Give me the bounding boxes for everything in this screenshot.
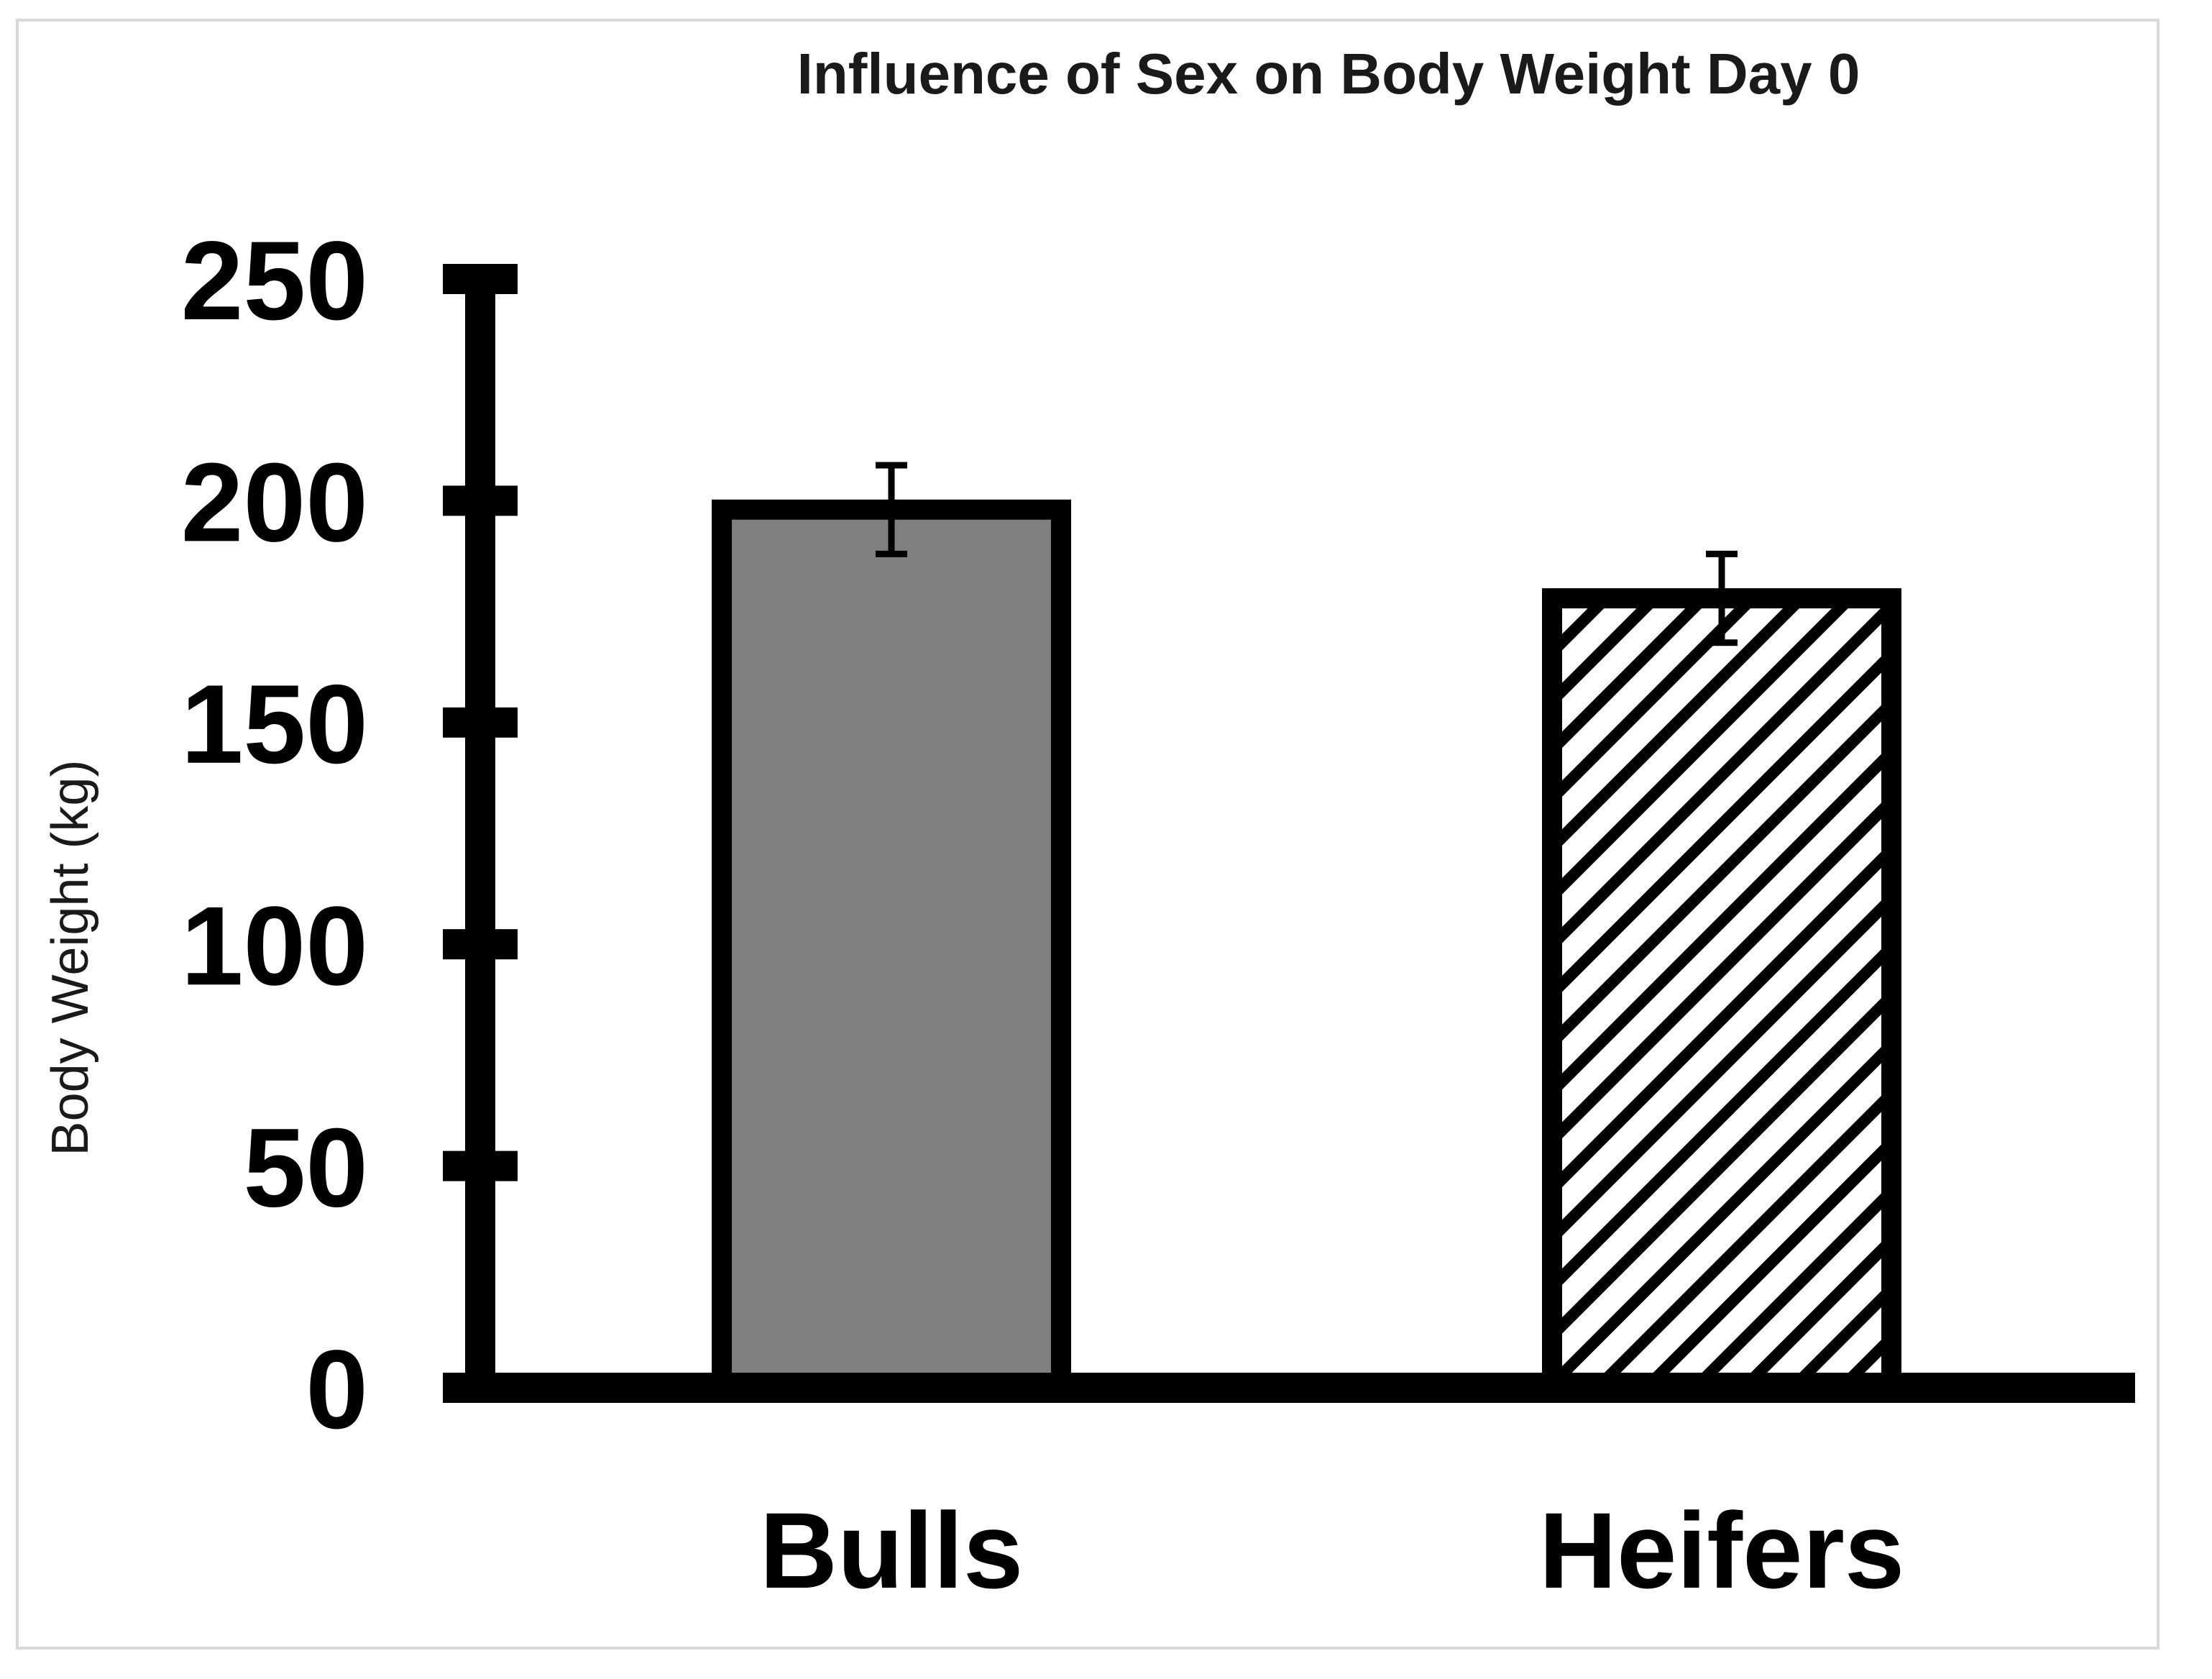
error-bar-heifers xyxy=(1706,550,1738,646)
y-axis-label: Body Weight (kg) xyxy=(42,760,99,1156)
y-tick-label: 50 xyxy=(243,1106,368,1231)
x-axis-line xyxy=(443,1373,2135,1403)
y-tick-label: 100 xyxy=(181,884,368,1009)
y-axis-line xyxy=(465,265,495,1402)
y-tick-label: 150 xyxy=(181,662,368,787)
bar-heifers xyxy=(1542,588,1901,1399)
x-category-label-heifers: Heifers xyxy=(1539,1490,1905,1611)
bar-bulls xyxy=(712,499,1071,1399)
error-bar-bulls xyxy=(876,462,907,557)
axes xyxy=(443,265,2135,1403)
x-category-label-bulls: Bulls xyxy=(760,1490,1024,1611)
error-bars xyxy=(876,462,1738,646)
y-axis-ticks: 0 50 100 150 200 250 xyxy=(181,219,518,1452)
bars xyxy=(712,499,1901,1399)
y-tick-label: 0 xyxy=(306,1327,368,1452)
y-tick-label: 200 xyxy=(181,440,368,565)
y-tick-label: 250 xyxy=(181,219,368,344)
x-axis-category-labels: Bulls Heifers xyxy=(760,1490,1905,1611)
chart-title: Influence of Sex on Body Weight Day 0 xyxy=(797,42,1860,106)
